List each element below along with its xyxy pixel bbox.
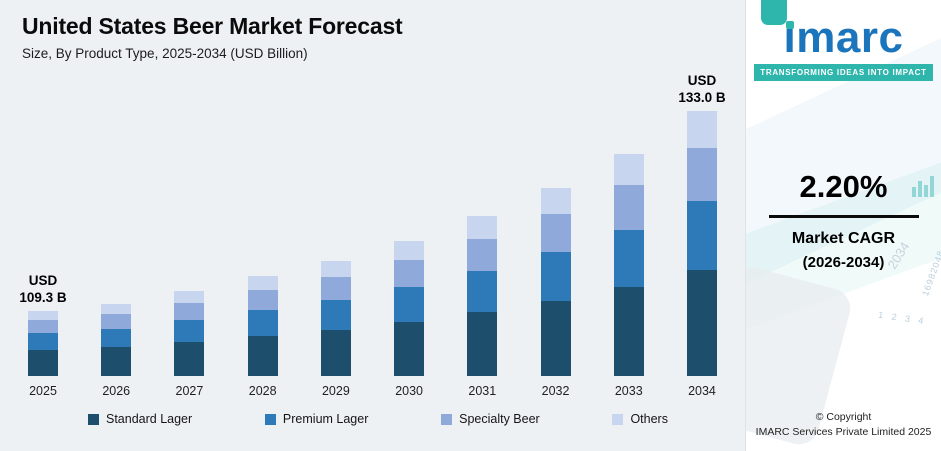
bar-segment-premium-lager bbox=[613, 229, 644, 288]
bar-2028 bbox=[247, 275, 278, 376]
bar-2030 bbox=[394, 241, 425, 376]
chart-header: United States Beer Market Forecast Size,… bbox=[0, 0, 745, 61]
bar-value-label: USD 133.0 B bbox=[678, 72, 726, 106]
legend-swatch-icon bbox=[264, 413, 276, 425]
bar-segment-specialty-beer bbox=[540, 214, 571, 252]
bar-2033 bbox=[613, 154, 644, 376]
bar-segment-premium-lager bbox=[174, 319, 205, 342]
legend-item-premium-lager: Premium Lager bbox=[264, 412, 369, 426]
bar-segment-others bbox=[540, 187, 571, 215]
bar-2025: USD 109.3 B bbox=[19, 273, 67, 376]
bar-value-label: USD 109.3 B bbox=[19, 272, 67, 306]
bar-segment-specialty-beer bbox=[686, 148, 717, 202]
cagr-block: 2.20% Market CAGR (2026-2034) bbox=[746, 169, 941, 271]
legend-item-standard-lager: Standard Lager bbox=[88, 412, 192, 426]
page-subtitle: Size, By Product Type, 2025-2034 (USD Bi… bbox=[22, 46, 308, 61]
x-axis-label: 2030 bbox=[395, 384, 423, 398]
x-axis-label: 2034 bbox=[688, 384, 716, 398]
legend-item-others: Others bbox=[612, 412, 668, 426]
bar-2027 bbox=[174, 291, 205, 376]
x-axis-label: 2026 bbox=[102, 384, 131, 398]
legend-swatch-icon bbox=[88, 413, 99, 425]
bar-segment-specialty-beer bbox=[101, 314, 132, 329]
chart-legend: Standard Lager Premium Lager Specialty Bee… bbox=[88, 412, 668, 426]
bar-segment-specialty-beer bbox=[394, 259, 425, 287]
page-title: United States Beer Market Forecast bbox=[22, 13, 403, 39]
bar-2029 bbox=[320, 261, 351, 376]
bar-segment-premium-lager bbox=[320, 300, 351, 330]
bar-segment-others bbox=[101, 304, 132, 315]
bar-segment-standard-lager bbox=[394, 322, 425, 376]
x-axis-label: 2028 bbox=[248, 384, 277, 398]
watermark-number: 1 2 3 4 bbox=[878, 309, 928, 327]
bar-segment-specialty-beer bbox=[28, 320, 58, 334]
bar-segment-others bbox=[394, 241, 425, 260]
bar-2026 bbox=[101, 304, 132, 376]
legend-item-specialty-beer: Specialty Beer bbox=[441, 412, 540, 426]
legend-swatch-icon bbox=[612, 413, 624, 425]
bar-segment-standard-lager bbox=[320, 330, 351, 376]
bar-segment-standard-lager bbox=[613, 287, 644, 376]
copyright-line2: IMARC Services Private Limited 2025 bbox=[755, 426, 932, 439]
stacked-bar-chart: USD 109.3 B USD 133.0 B bbox=[0, 61, 745, 376]
logo-tagline: TRANSFORMING IDEAS INTO IMPACT bbox=[754, 64, 933, 81]
x-axis-label: 2025 bbox=[29, 384, 57, 398]
x-axis-label: 2033 bbox=[614, 384, 643, 398]
cagr-period: (2026-2034) bbox=[802, 254, 885, 271]
logo-dot-icon bbox=[785, 21, 794, 29]
x-axis-label: 2027 bbox=[175, 384, 204, 398]
imarc-logo-text: ımarc bbox=[783, 13, 904, 62]
legend-label: Specialty Beer bbox=[459, 412, 540, 426]
bar-segment-others bbox=[467, 216, 498, 239]
bar-segment-standard-lager bbox=[247, 336, 278, 376]
legend-label: Others bbox=[630, 412, 668, 426]
bar-segment-standard-lager bbox=[467, 312, 498, 376]
bar-segment-premium-lager bbox=[686, 201, 717, 270]
bar-segment-premium-lager bbox=[467, 270, 498, 313]
bar-segment-premium-lager bbox=[101, 328, 132, 348]
legend-label: Premium Lager bbox=[282, 412, 369, 426]
x-axis-labels: 2025 2026 2027 2028 2029 2030 2031 2032 2033 2034 bbox=[0, 384, 745, 398]
bar-segment-others bbox=[28, 311, 58, 321]
bar-segment-specialty-beer bbox=[613, 185, 644, 230]
legend-swatch-icon bbox=[441, 413, 453, 425]
cagr-value: 2.20% bbox=[799, 169, 888, 204]
chart-panel: United States Beer Market Forecast Size,… bbox=[0, 0, 745, 426]
bar-segment-specialty-beer bbox=[247, 290, 278, 310]
bar-segment-premium-lager bbox=[28, 333, 58, 350]
cagr-label: Market CAGR bbox=[791, 230, 896, 247]
imarc-logo: ımarc TRANSFORMING IDEAS INTO IMPACT bbox=[746, 16, 941, 81]
teal-accent-icon bbox=[761, 0, 787, 25]
bar-segment-standard-lager bbox=[28, 350, 58, 376]
bar-segment-premium-lager bbox=[247, 310, 278, 336]
bar-segment-others bbox=[320, 261, 351, 278]
bar-segment-specialty-beer bbox=[467, 238, 498, 271]
bar-segment-specialty-beer bbox=[174, 302, 205, 320]
x-axis-label: 2032 bbox=[541, 384, 570, 398]
copyright-line1: © Copyright bbox=[815, 410, 872, 423]
bar-segment-others bbox=[174, 291, 205, 303]
bar-segment-standard-lager bbox=[686, 270, 717, 376]
copyright: © Copyright IMARC Services Private Limit… bbox=[746, 410, 941, 442]
cagr-divider bbox=[768, 215, 919, 218]
bar-segment-standard-lager bbox=[174, 342, 205, 376]
bar-2034: USD 133.0 B bbox=[678, 73, 726, 376]
bar-segment-standard-lager bbox=[101, 347, 132, 376]
bar-segment-others bbox=[247, 275, 278, 290]
x-axis-label: 2031 bbox=[468, 384, 497, 398]
bar-segment-others bbox=[686, 111, 717, 149]
bar-2031 bbox=[467, 216, 498, 376]
bar-segment-premium-lager bbox=[394, 286, 425, 322]
bar-2032 bbox=[540, 187, 571, 376]
brand-sidebar: 16982048 2034 1 2 3 4 ımarc TRANSFORMING… bbox=[745, 0, 941, 451]
bar-segment-standard-lager bbox=[540, 300, 571, 376]
x-axis-label: 2029 bbox=[321, 384, 350, 398]
bar-segment-premium-lager bbox=[540, 251, 571, 301]
bar-segment-specialty-beer bbox=[320, 277, 351, 301]
bar-segment-others bbox=[613, 154, 644, 186]
legend-label: Standard Lager bbox=[106, 412, 193, 426]
